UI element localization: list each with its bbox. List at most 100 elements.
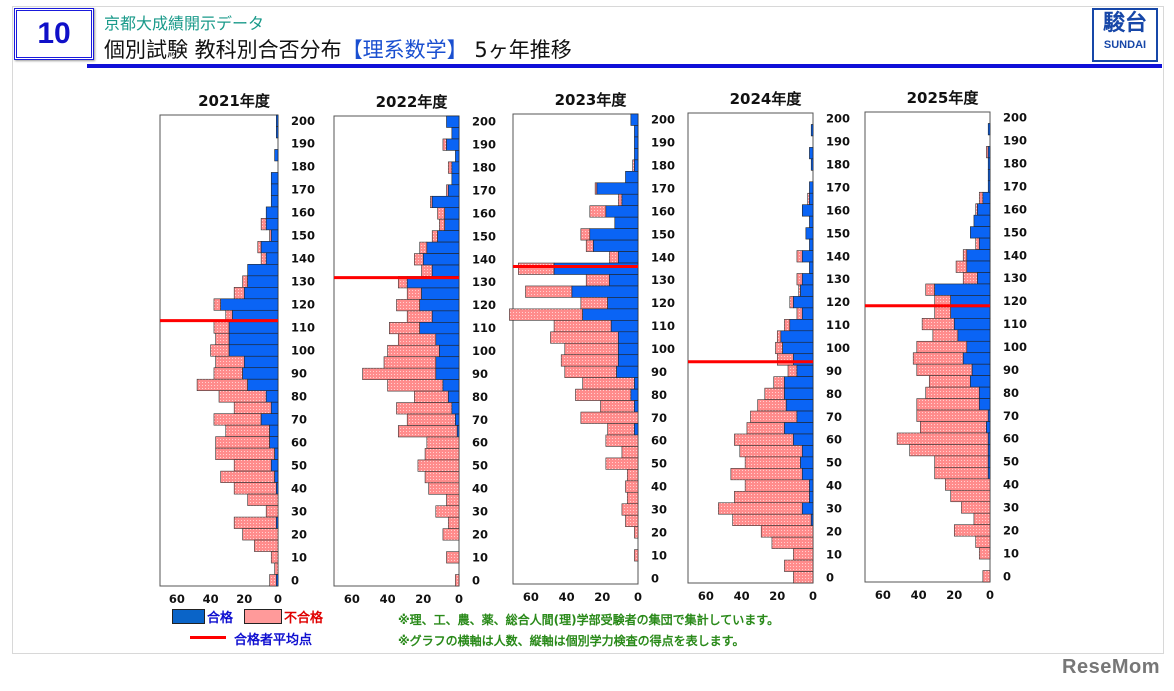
pass-bar [801,250,814,263]
pass-bar [800,284,814,297]
fail-bar [580,297,608,310]
legend-pass-label: 合格 [207,611,234,626]
fail-bar [406,287,422,300]
y-tick-label: 60 [651,434,667,448]
fail-bar [428,482,460,495]
pass-bar [228,321,279,334]
fail-bar [916,363,973,376]
y-tick-label: 10 [1003,546,1019,560]
y-tick-label: 120 [291,298,315,312]
y-tick-label: 180 [472,161,496,175]
y-tick-label: 10 [291,550,307,564]
fail-bar [760,525,814,538]
y-tick-label: 160 [291,206,315,220]
pass-bar [978,398,991,411]
note-1: ※理、工、農、薬、総合人間(理)学部受験者の集団で集計しています。 [398,613,780,627]
slide-number-badge: 10 [14,8,94,60]
pass-bar [618,354,639,367]
fail-bar [233,516,277,529]
fail-bar [934,455,989,468]
pass-bar [987,467,991,480]
pass-bar [785,399,814,412]
fail-bar [605,457,639,470]
sundai-logo: 駿台 SUNDAI [1092,8,1158,62]
panel-title: 2023年度 [554,91,627,109]
pass-bar [810,513,814,526]
fail-bar [776,353,794,366]
fail-bar [406,413,456,426]
fail-bar [732,513,812,526]
fail-bar [233,459,272,472]
pass-bar [800,456,814,469]
fail-bar [909,444,989,457]
y-tick-label: 30 [472,504,488,518]
y-tick-label: 100 [826,341,850,355]
y-tick-label: 40 [826,479,842,493]
y-tick-label: 40 [291,481,307,495]
x-tick-label: 0 [274,592,282,606]
fail-bar [607,423,635,436]
y-tick-label: 120 [651,296,675,310]
y-tick-label: 90 [472,367,488,381]
pass-bar [634,423,639,436]
pass-bar [621,193,639,207]
fail-bar [387,344,440,358]
fail-bar [419,241,428,254]
pass-bar [977,272,991,285]
pass-bar [247,264,279,277]
panel-title: 2024年度 [729,90,802,108]
fail-bar [746,422,785,435]
fail-bar [953,524,991,537]
pass-bar [630,113,639,126]
pass-bar [437,230,460,243]
distribution-chart: 2001901801701601501401301201101009080706… [864,111,1027,602]
pass-bar [987,157,991,170]
fail-bar [634,526,639,539]
fail-bar [634,549,639,562]
fail-bar [509,308,583,321]
pass-bar [247,378,279,392]
pass-bar [957,329,991,342]
fail-bar [744,456,801,469]
y-tick-label: 200 [472,115,496,129]
fail-bar [424,471,460,484]
fail-bar [213,321,230,334]
pass-bar [455,150,460,163]
y-tick-label: 0 [291,573,299,587]
fail-bar [621,446,639,459]
x-tick-label: 20 [946,588,962,602]
fail-bar [446,493,460,507]
fail-bar [525,285,573,298]
logo-kanji: 駿台 [1102,11,1147,36]
pass-bar [977,203,991,216]
pass-bar [431,310,460,323]
fail-bar [242,528,279,541]
pass-bar [605,205,639,218]
fail-bar [975,535,991,548]
pass-bar [971,363,991,376]
pass-bar [228,332,279,346]
title-underline [87,64,1162,68]
y-tick-label: 100 [1003,340,1027,354]
y-tick-label: 90 [826,364,842,378]
pass-bar [451,161,460,174]
pass-bar [962,352,991,365]
pass-bar [426,241,460,254]
y-tick-label: 50 [1003,455,1019,469]
y-tick-label: 0 [826,570,834,584]
y-tick-label: 110 [1003,317,1027,331]
pass-bar [435,367,460,380]
y-tick-label: 110 [826,318,850,332]
fail-bar [945,478,991,491]
fail-bar [225,424,270,437]
y-tick-label: 20 [291,527,307,541]
pass-bar [793,353,814,366]
pass-bar [789,319,814,332]
x-tick-label: 0 [455,592,463,606]
pass-bar [782,341,814,355]
pass-bar [435,333,460,346]
fail-bar [580,228,591,241]
y-tick-label: 170 [651,182,675,196]
pass-bar [274,470,279,483]
fail-bar [775,341,783,355]
